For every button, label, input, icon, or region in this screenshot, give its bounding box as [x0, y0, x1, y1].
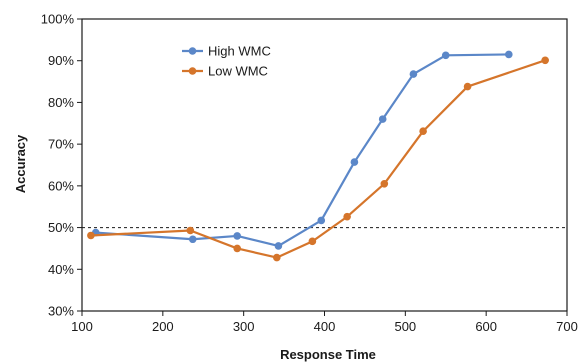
y-tick-label: 30%	[48, 304, 74, 319]
data-point-low-wmc	[419, 127, 427, 136]
legend-label-low-wmc: Low WMC	[208, 64, 268, 79]
legend-marker-low-wmc	[188, 67, 197, 75]
data-point-low-wmc	[541, 56, 549, 65]
series-group	[87, 50, 549, 262]
y-tick-label: 70%	[48, 137, 74, 152]
series-line-high-wmc	[95, 53, 509, 248]
legend-marker-high-wmc	[188, 47, 197, 55]
y-tick-label: 100%	[41, 12, 75, 27]
plot-frame	[81, 18, 568, 312]
data-point-low-wmc	[273, 253, 281, 262]
y-tick-label: 50%	[48, 220, 74, 235]
data-point-high-wmc	[409, 70, 418, 78]
x-tick-label: 300	[233, 319, 255, 334]
x-tick-label: 200	[152, 319, 174, 334]
x-tick-label: 700	[556, 319, 578, 334]
y-axis-title: Accuracy	[13, 134, 28, 193]
data-point-low-wmc	[343, 212, 351, 221]
data-point-low-wmc	[380, 179, 389, 188]
data-point-high-wmc	[441, 51, 450, 60]
data-point-high-wmc	[350, 158, 359, 166]
y-tick-label: 80%	[48, 95, 74, 110]
data-point-high-wmc	[188, 235, 197, 244]
data-point-low-wmc	[308, 237, 317, 246]
x-tick-label: 500	[394, 319, 416, 334]
data-point-low-wmc	[87, 231, 95, 240]
data-point-low-wmc	[233, 244, 241, 253]
data-point-high-wmc	[274, 242, 283, 250]
y-tick-label: 40%	[48, 262, 74, 277]
data-point-high-wmc	[378, 115, 387, 123]
legend: High WMC Low WMC	[182, 44, 271, 79]
x-axis-title: Response Time	[280, 347, 376, 362]
x-tick-label: 600	[475, 319, 497, 334]
data-point-low-wmc	[186, 226, 195, 235]
axes: 30% 40% 50% 60% 70% 80% 90% 100% 100 200 300 400 500…	[41, 12, 578, 335]
x-tick-label: 100	[71, 319, 93, 334]
data-point-high-wmc	[505, 50, 513, 59]
x-tick-label: 400	[314, 319, 336, 334]
data-point-high-wmc	[317, 216, 326, 225]
y-tick-label: 90%	[48, 53, 74, 68]
series-line-low-wmc	[90, 59, 546, 259]
data-point-low-wmc	[463, 82, 472, 91]
data-point-high-wmc	[233, 232, 241, 240]
legend-label-high-wmc: High WMC	[208, 44, 271, 59]
y-tick-label: 60%	[48, 178, 74, 193]
